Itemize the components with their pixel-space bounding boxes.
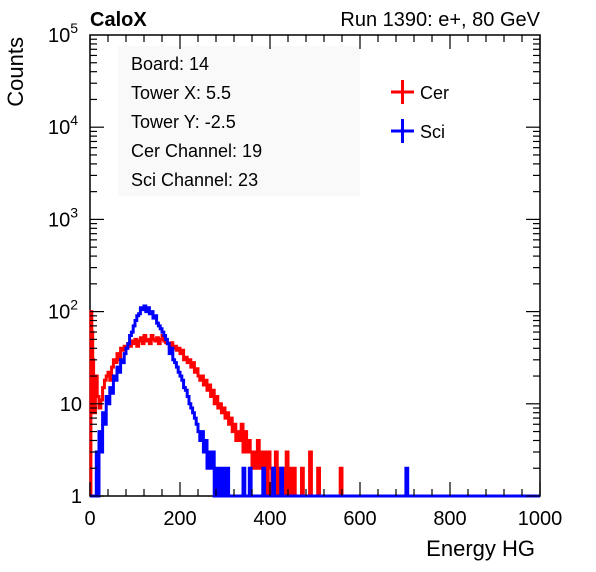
x-tick-label: 600 bbox=[343, 508, 376, 530]
info-line-sci-channel: Sci Channel: 23 bbox=[131, 170, 258, 190]
series-group bbox=[89, 304, 540, 498]
info-box: Board: 14 Tower X: 5.5 Tower Y: -2.5 Cer… bbox=[118, 46, 360, 196]
x-axis: 0 200 400 600 800 1000 bbox=[84, 35, 562, 530]
legend-entry-sci: Sci bbox=[391, 119, 445, 143]
series-line-cer bbox=[89, 310, 540, 498]
y-tick-label: 105 bbox=[48, 20, 78, 47]
x-axis-title: Energy HG bbox=[426, 536, 535, 561]
x-tick-label: 800 bbox=[433, 508, 466, 530]
legend-label-cer: Cer bbox=[420, 83, 449, 103]
info-line-board: Board: 14 bbox=[131, 54, 209, 74]
series-line-sci bbox=[90, 304, 540, 498]
header-right-label: Run 1390: e+, 80 GeV bbox=[340, 9, 540, 31]
header-left-label: CaloX bbox=[90, 9, 147, 31]
legend-label-sci: Sci bbox=[420, 122, 445, 142]
x-tick-label: 1000 bbox=[518, 508, 563, 530]
y-tick-label: 10 bbox=[60, 394, 82, 416]
info-line-cer-channel: Cer Channel: 19 bbox=[131, 141, 262, 161]
y-tick-label: 104 bbox=[48, 112, 78, 139]
legend: Cer Sci bbox=[391, 80, 449, 143]
legend-entry-cer: Cer bbox=[391, 80, 449, 104]
x-tick-label: 0 bbox=[84, 508, 95, 530]
y-tick-label: 102 bbox=[48, 297, 78, 324]
y-axis: 1 10 102 103 104 105 bbox=[48, 20, 540, 508]
info-box-background bbox=[118, 46, 360, 196]
y-tick-label: 1 bbox=[71, 486, 82, 508]
info-line-tower-y: Tower Y: -2.5 bbox=[131, 112, 236, 132]
y-axis-title: Counts bbox=[3, 37, 28, 107]
y-tick-label: 103 bbox=[48, 204, 78, 231]
info-line-tower-x: Tower X: 5.5 bbox=[131, 83, 231, 103]
x-tick-label: 200 bbox=[163, 508, 196, 530]
x-tick-label: 400 bbox=[253, 508, 286, 530]
